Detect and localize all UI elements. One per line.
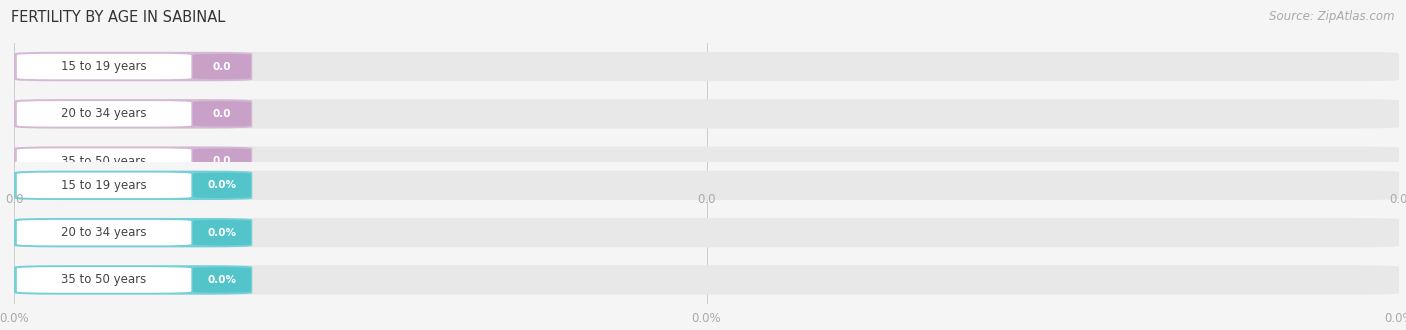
Text: 15 to 19 years: 15 to 19 years: [62, 60, 146, 73]
Text: 0.0%: 0.0%: [0, 312, 30, 325]
FancyBboxPatch shape: [17, 54, 191, 79]
Text: 35 to 50 years: 35 to 50 years: [62, 274, 146, 286]
Text: 0.0: 0.0: [4, 193, 24, 206]
Text: 0.0%: 0.0%: [207, 181, 236, 190]
Text: 0.0: 0.0: [212, 156, 231, 166]
FancyBboxPatch shape: [193, 54, 250, 79]
Text: 0.0: 0.0: [212, 109, 231, 119]
FancyBboxPatch shape: [14, 99, 1399, 128]
Text: 35 to 50 years: 35 to 50 years: [62, 155, 146, 168]
Text: 20 to 34 years: 20 to 34 years: [62, 107, 146, 120]
Text: 15 to 19 years: 15 to 19 years: [62, 179, 146, 192]
FancyBboxPatch shape: [193, 220, 250, 246]
FancyBboxPatch shape: [193, 267, 250, 293]
FancyBboxPatch shape: [193, 173, 250, 198]
FancyBboxPatch shape: [14, 52, 1399, 81]
FancyBboxPatch shape: [17, 173, 191, 198]
Text: 0.0: 0.0: [697, 193, 716, 206]
FancyBboxPatch shape: [17, 267, 191, 293]
Text: 0.0%: 0.0%: [1384, 312, 1406, 325]
FancyBboxPatch shape: [193, 101, 250, 127]
Text: 0.0%: 0.0%: [207, 228, 236, 238]
Text: 20 to 34 years: 20 to 34 years: [62, 226, 146, 239]
Text: Source: ZipAtlas.com: Source: ZipAtlas.com: [1270, 10, 1395, 23]
Text: 0.0: 0.0: [212, 62, 231, 72]
Text: FERTILITY BY AGE IN SABINAL: FERTILITY BY AGE IN SABINAL: [11, 10, 225, 25]
FancyBboxPatch shape: [17, 101, 191, 127]
Text: 0.0%: 0.0%: [692, 312, 721, 325]
FancyBboxPatch shape: [14, 265, 252, 295]
FancyBboxPatch shape: [14, 147, 252, 176]
FancyBboxPatch shape: [193, 148, 250, 174]
FancyBboxPatch shape: [14, 171, 252, 200]
FancyBboxPatch shape: [14, 171, 1399, 200]
FancyBboxPatch shape: [14, 265, 1399, 295]
FancyBboxPatch shape: [14, 147, 1399, 176]
FancyBboxPatch shape: [17, 220, 191, 246]
FancyBboxPatch shape: [17, 148, 191, 174]
FancyBboxPatch shape: [14, 218, 1399, 247]
FancyBboxPatch shape: [14, 99, 252, 128]
Text: 0.0: 0.0: [1389, 193, 1406, 206]
FancyBboxPatch shape: [14, 218, 252, 247]
Text: 0.0%: 0.0%: [207, 275, 236, 285]
FancyBboxPatch shape: [14, 52, 252, 81]
